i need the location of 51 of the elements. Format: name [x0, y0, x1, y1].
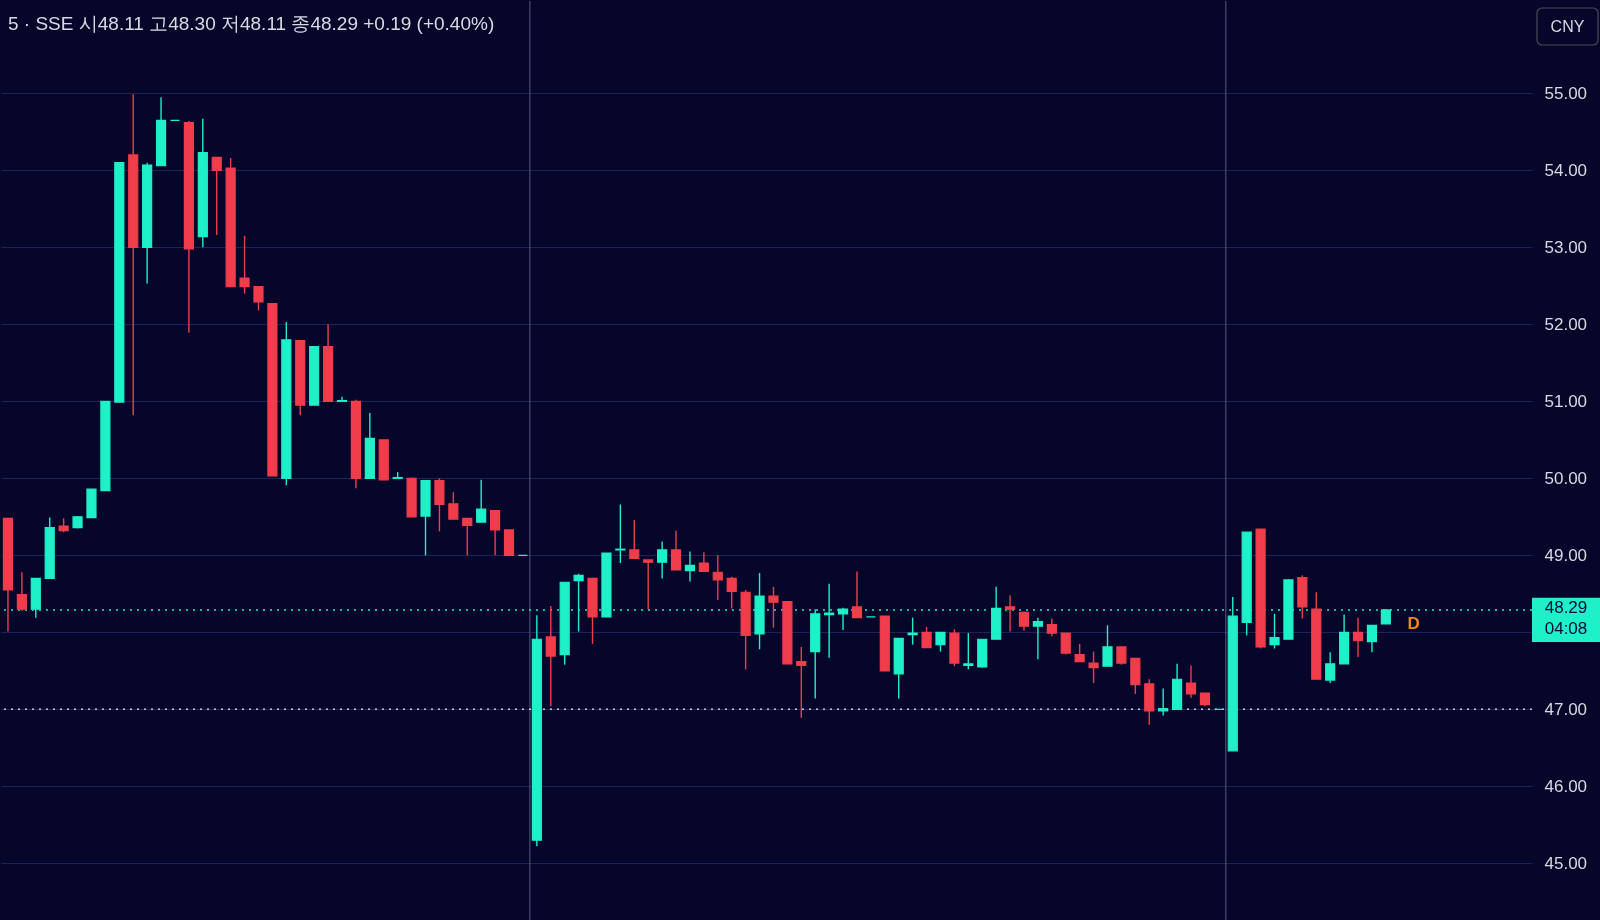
candlestick — [684, 550, 696, 583]
candlestick — [211, 156, 222, 236]
y-tick-label: 49.00 — [1544, 545, 1588, 565]
candlestick — [698, 551, 709, 573]
candlestick — [1366, 624, 1378, 654]
y-tick-label: 50.00 — [1544, 468, 1588, 488]
candlestick — [1088, 650, 1099, 684]
candlestick — [1269, 613, 1280, 650]
candlestick — [1185, 664, 1197, 699]
y-tick-label: 46.00 — [1544, 776, 1588, 796]
y-tick-label: 45.00 — [1544, 853, 1588, 873]
candlestick — [935, 631, 946, 653]
candlestick — [629, 519, 640, 560]
candlestick — [476, 479, 487, 523]
candlestick — [434, 477, 445, 533]
candlestick — [907, 616, 918, 646]
candlestick — [615, 503, 626, 564]
candlestick — [726, 576, 737, 610]
y-tick-label: 51.00 — [1544, 391, 1588, 411]
candlestick — [1004, 594, 1016, 633]
text: 5 · SSE 시48.11 고48.30 저48.11 종48.29 +0.19 (+0.40%) — [8, 13, 495, 34]
candlestick — [796, 646, 807, 719]
y-tick-label: 47.00 — [1544, 699, 1588, 719]
candlestick — [545, 605, 556, 707]
candlestick — [712, 554, 723, 601]
y-tick-label: 54.00 — [1544, 160, 1588, 180]
candlestick — [1352, 616, 1364, 658]
candlestick — [490, 509, 501, 557]
candlestick — [1325, 651, 1336, 684]
candlestick — [1032, 616, 1043, 660]
y-tick-label: 53.00 — [1544, 237, 1588, 257]
candlestick — [448, 491, 459, 520]
text: CNY — [1550, 17, 1585, 35]
candlestick — [336, 396, 348, 403]
candlestick — [1060, 632, 1071, 656]
candlestick — [239, 235, 250, 295]
candlestick — [921, 626, 932, 649]
candlestick — [643, 559, 654, 610]
candlestick — [1102, 624, 1113, 667]
candlestick — [670, 529, 682, 571]
candlestick — [253, 285, 264, 312]
ref-line-label: 48.29 04:08 — [1544, 597, 1588, 638]
candlestick — [851, 570, 863, 619]
annotation: D — [1407, 613, 1420, 633]
y-tick-label: 52.00 — [1544, 314, 1588, 334]
candlestick — [462, 517, 473, 557]
candlestick — [16, 571, 27, 612]
candlestick — [657, 540, 668, 580]
candlestick — [768, 586, 779, 629]
y-tick-label: 55.00 — [1544, 83, 1588, 103]
candlestick — [963, 632, 974, 670]
